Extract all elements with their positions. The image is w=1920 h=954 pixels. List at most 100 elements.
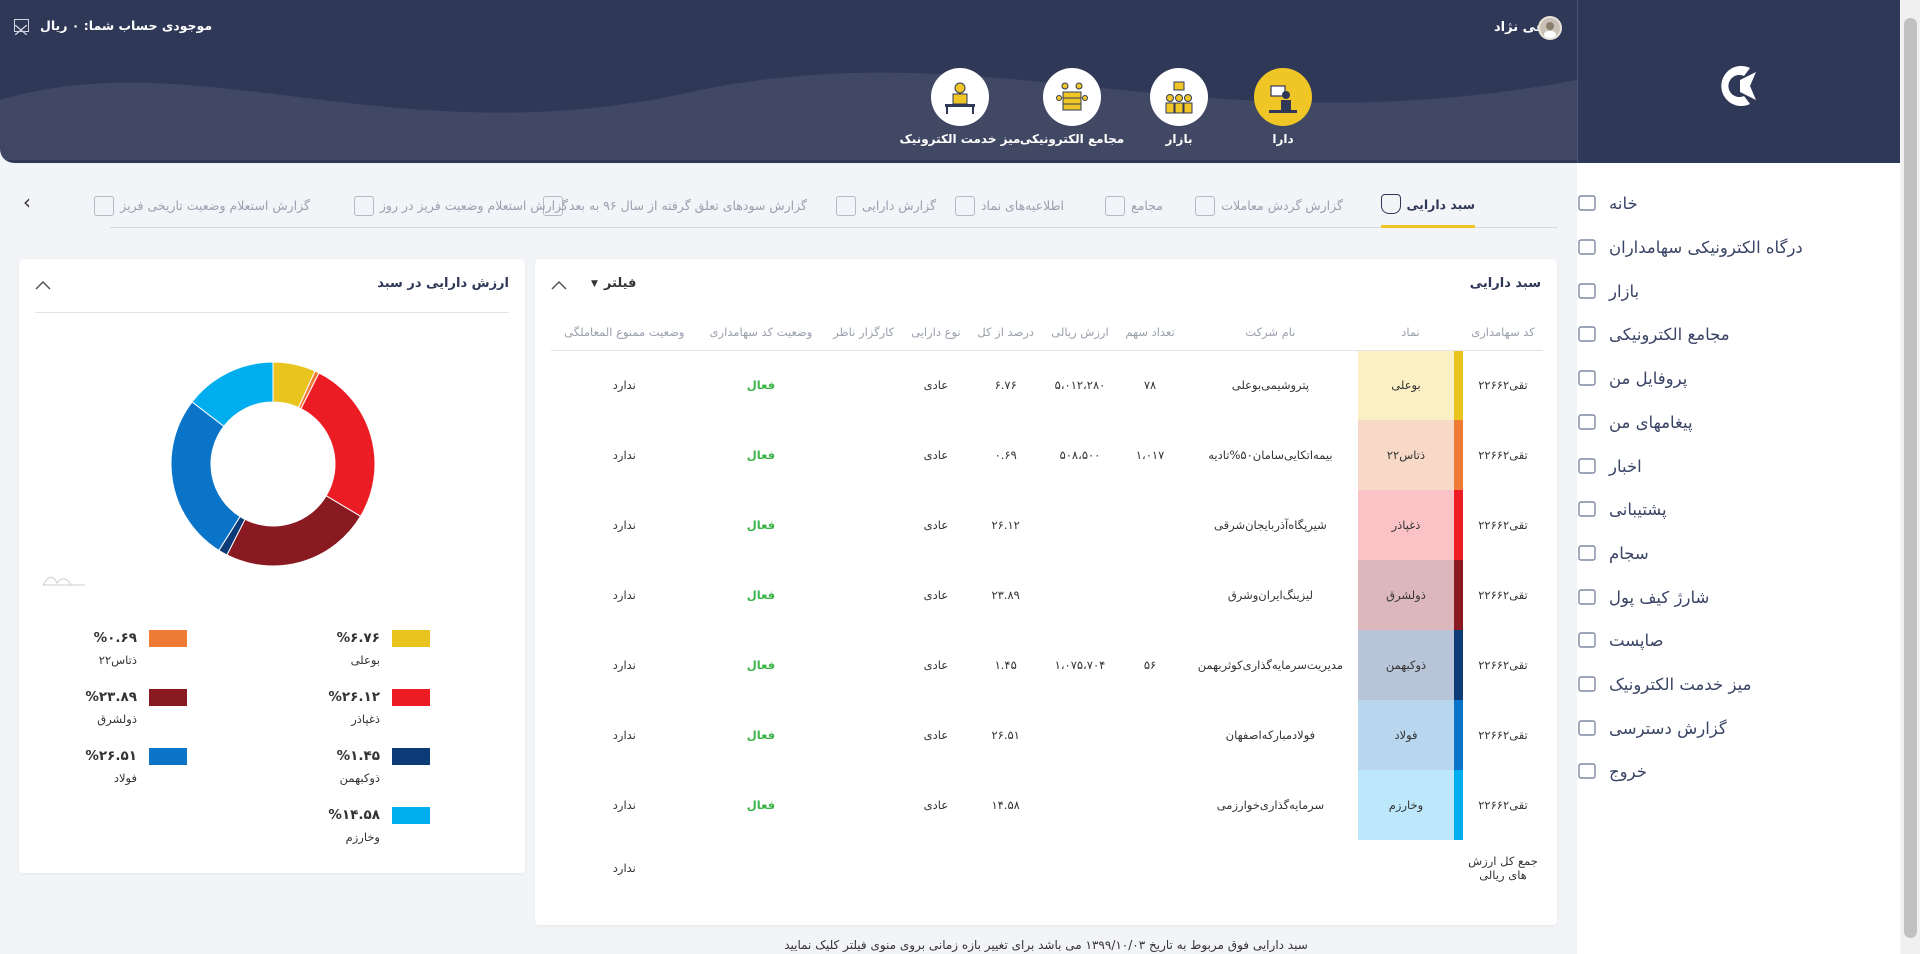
report-icon <box>954 195 975 216</box>
sidebar-item-12[interactable]: گزارش دسترسی <box>1577 710 1883 746</box>
cell-ban: ندارد <box>612 378 636 393</box>
tab-7[interactable]: گزارش استعلام وضعیت تاریخی فریز <box>94 183 310 228</box>
cell-value: ۵،۰۱۲،۲۸۰ <box>1054 378 1106 393</box>
tab-label: گزارش سودهای تعلق گرفته از سال ۹۶ به بعد <box>568 198 807 213</box>
user-name[interactable]: تقی نژاد <box>1493 20 1550 35</box>
column-header[interactable]: کارگزار ناظر <box>824 314 904 351</box>
legend-item[interactable]: %۲۶.۵۱ فولاد <box>77 748 187 788</box>
sidebar-item-2[interactable]: بازار <box>1577 273 1883 309</box>
total-empty-cell <box>969 840 1043 896</box>
tab-2[interactable]: مجامع <box>1105 183 1163 228</box>
brand-logo-icon[interactable] <box>1710 58 1766 114</box>
chevron-up-icon[interactable] <box>551 275 567 294</box>
tab-4[interactable]: گزارش دارایی <box>835 183 936 228</box>
table-row[interactable]: تقی۲۲۶۶۲ ذوکبهمن مدیریت‌سرمایه‌گذاری‌کوثرب… <box>551 630 1543 700</box>
column-header[interactable]: کد سهامداری <box>1463 314 1543 351</box>
cell-symbol[interactable]: وخارزم <box>1358 770 1454 840</box>
column-header[interactable]: درصد از کل <box>968 314 1043 351</box>
filter-button[interactable]: فیلتر ▼ <box>591 276 636 291</box>
divider <box>35 312 509 313</box>
cell-symbol[interactable]: بوعلی <box>1358 350 1454 420</box>
app-dara[interactable]: دارا <box>1203 68 1363 146</box>
asset-value-chart-panel: ارزش دارایی در سبد %۶.۷۶ بوعلی %۰.۶۹ ذتاس۲۲… <box>19 259 525 873</box>
cell-value <box>1043 560 1118 630</box>
column-header[interactable]: تعداد سهم <box>1117 314 1183 351</box>
tab-1[interactable]: گزارش گردش معاملات <box>1195 183 1343 228</box>
donut-slice-2[interactable] <box>300 372 376 517</box>
column-header[interactable]: وضعیت ممنوع المعاملگی <box>551 314 698 351</box>
app-bazar[interactable]: بازار <box>1099 68 1259 146</box>
cell-percent: ۲۶.۱۲ <box>991 518 1020 532</box>
column-header[interactable]: وضعیت کد سهامداری <box>697 314 825 351</box>
app-service-desk[interactable]: میز خدمت الکترونیک <box>880 68 1040 146</box>
legend-name: ذوکبهمن <box>339 771 380 785</box>
cell-symbol[interactable]: فولاد <box>1358 700 1454 770</box>
tab-3[interactable]: اطلاعیه‌های نماد <box>954 183 1064 228</box>
legend-item[interactable]: %۶.۷۶ بوعلی <box>320 630 430 670</box>
chevron-left-icon[interactable]: ‹ <box>23 190 31 214</box>
cell-symbol[interactable]: ذولشرق <box>1358 560 1454 630</box>
cell-type: عادی <box>923 518 949 532</box>
sidebar-item-4[interactable]: پروفایل من <box>1577 360 1883 396</box>
symbol-color-strip <box>1454 350 1463 420</box>
cell-shares <box>1117 770 1183 840</box>
table-row[interactable]: تقی۲۲۶۶۲ ذولشرق لیزینگ‌ایران‌وشرق ۲۳.۸۹ عادی… <box>551 560 1543 630</box>
tab-0[interactable]: سبد دارایی <box>1380 183 1475 228</box>
donut-slice-6[interactable] <box>191 361 274 427</box>
filter-label: فیلتر <box>603 276 637 291</box>
avatar[interactable] <box>1538 16 1562 40</box>
cell-broker <box>824 490 903 560</box>
cell-shares <box>1117 560 1183 630</box>
portfolio-footnote: سبد دارایی فوق مربوط به تاریخ ۱۳۹۹/۱۰/۰۳… <box>784 938 1308 952</box>
chevron-up-icon[interactable] <box>35 275 51 294</box>
donut-slice-5[interactable] <box>170 401 241 552</box>
sidebar-item-1[interactable]: درگاه الکترونیکی سهامداران <box>1577 229 1883 265</box>
sidebar-item-11[interactable]: میز خدمت الکترونیک <box>1577 666 1883 702</box>
legend-percent: %۲۳.۸۹ <box>85 689 137 705</box>
legend-item[interactable]: %۰.۶۹ ذتاس۲۲ <box>77 630 187 670</box>
cell-shares: ۵۶ <box>1143 658 1157 672</box>
column-header[interactable]: نماد <box>1358 314 1463 351</box>
sidebar-item-5[interactable]: پیغامهای من <box>1577 404 1883 440</box>
page-scrollbar[interactable] <box>1901 0 1920 954</box>
table-row[interactable]: تقی۲۲۶۶۲ بوعلی پتروشیمی‌بوعلی ۷۸ ۵،۰۱۲،۲۸۰ ۶.… <box>551 350 1543 420</box>
sidebar-item-7[interactable]: پشتیبانی <box>1577 491 1883 527</box>
portfolio-panel: سبد دارایی فیلتر ▼ کد سهامداری نماد نام شر… <box>535 259 1557 925</box>
sidebar-item-3[interactable]: مجامع الکترونیکی <box>1577 316 1883 352</box>
legend-item[interactable]: %۲۶.۱۲ ذغپاذر <box>320 689 430 729</box>
sidebar-item-13[interactable]: خروج <box>1577 753 1883 789</box>
cell-company: مدیریت‌سرمایه‌گذاری‌کوثربهمن <box>1197 658 1344 672</box>
column-header[interactable]: نوع دارایی <box>903 314 969 351</box>
cell-type: عادی <box>923 798 949 812</box>
table-row[interactable]: تقی۲۲۶۶۲ فولاد فولادمبارکه‌اصفهان ۲۶.۵۱ عادی… <box>551 700 1543 770</box>
table-row[interactable]: تقی۲۲۶۶۲ ذغپاذر شیرپگاه‌آذربایجان‌شرقی ۲۶.۱… <box>551 490 1543 560</box>
sidebar-item-0[interactable]: خانه <box>1577 185 1883 221</box>
donut-slice-3[interactable] <box>226 495 362 567</box>
app-majame[interactable]: مجامع الکترونیکی <box>992 68 1152 146</box>
close-icon[interactable] <box>14 19 29 36</box>
sidebar-item-8[interactable]: سجام <box>1577 535 1883 571</box>
legend-item[interactable]: %۱۴.۵۸ وخارزم <box>320 807 430 847</box>
legend-item[interactable]: %۱.۴۵ ذوکبهمن <box>320 748 430 788</box>
sidebar-item-9[interactable]: شارژ کیف پول <box>1577 579 1883 615</box>
tab-6[interactable]: گزارش استعلام وضعیت فریز در روز <box>353 183 568 228</box>
table-row[interactable]: تقی۲۲۶۶۲ ذتاس۲۲ بیمه‌اتکایی‌سامان۵۰%تادیه ۱… <box>551 420 1543 490</box>
cell-symbol[interactable]: ذتاس۲۲ <box>1358 420 1454 490</box>
column-header[interactable]: ارزش ریالی <box>1042 314 1118 351</box>
table-row[interactable]: تقی۲۲۶۶۲ وخارزم سرمایه‌گذاری‌خوارزمی ۱۴.۵۸ ع… <box>551 770 1543 840</box>
tab-5[interactable]: گزارش سودهای تعلق گرفته از سال ۹۶ به بعد <box>542 183 807 228</box>
legend-percent: %۶.۷۶ <box>336 630 380 646</box>
sidebar-item-6[interactable]: اخبار <box>1577 448 1883 484</box>
cell-symbol[interactable]: ذوکبهمن <box>1358 630 1454 700</box>
column-header[interactable]: نام شرکت <box>1182 314 1358 351</box>
sidebar-item-label: میز خدمت الکترونیک <box>1609 674 1752 694</box>
sidebar-item-10[interactable]: صاپست <box>1577 622 1883 658</box>
sejam-icon <box>1577 544 1597 562</box>
report-icon <box>1105 195 1126 216</box>
wallet-balance: موجودی حساب شما: ۰ ریال <box>40 18 213 33</box>
scrollbar-thumb[interactable] <box>1904 18 1917 938</box>
total-row: جمع کل ارزش های ریالی ندارد <box>551 840 1543 896</box>
legend-item[interactable]: %۲۳.۸۹ ذولشرق <box>77 689 187 729</box>
report-tabs: سبد دارایی گزارش گردش معاملات مجامع اطلاعیه… <box>94 183 1558 228</box>
cell-symbol[interactable]: ذغپاذر <box>1358 490 1454 560</box>
